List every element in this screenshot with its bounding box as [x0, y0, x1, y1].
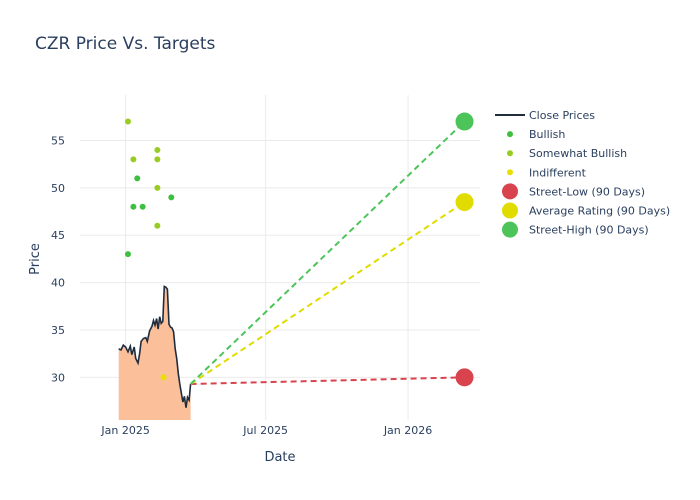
price-area [118, 286, 191, 420]
x-tick-label: Jan 2026 [383, 424, 432, 437]
legend-label: Indifferent [529, 166, 587, 179]
legend: Close Prices Bullish Somewhat Bullish Indif… [495, 109, 670, 238]
legend-swatch [507, 169, 513, 176]
y-tick-label: 50 [51, 182, 65, 195]
rating-point [124, 251, 131, 258]
target-point [455, 112, 474, 131]
rating-point [124, 118, 131, 125]
series-markers [124, 112, 474, 387]
rating-point [154, 222, 161, 229]
legend-swatch [507, 150, 513, 157]
y-tick-label: 30 [51, 371, 65, 384]
legend-swatch [502, 202, 518, 219]
close-price-line [118, 285, 192, 408]
legend-label: Average Rating (90 Days) [529, 205, 670, 218]
y-axis-ticks: 30 35 40 45 50 55 [51, 134, 65, 384]
x-tick-label: Jan 2025 [100, 424, 149, 437]
target-line [190, 201, 466, 385]
target-line [190, 376, 465, 385]
x-axis-ticks: Jan 2025 Jul 2025 Jan 2026 [100, 424, 432, 437]
rating-point [168, 194, 175, 201]
y-tick-label: 55 [51, 134, 65, 147]
rating-point [130, 203, 137, 210]
close-price-area [118, 286, 191, 420]
x-tick-label: Jul 2025 [242, 424, 288, 437]
legend-swatch [502, 183, 518, 200]
legend-label: Bullish [529, 128, 565, 141]
rating-point [130, 156, 137, 163]
rating-point [154, 184, 161, 191]
target-line [189, 120, 466, 385]
y-tick-label: 35 [51, 324, 65, 337]
target-point [455, 368, 474, 387]
y-axis-title: Price [28, 243, 43, 275]
legend-label: Somewhat Bullish [529, 147, 627, 160]
chart-title: CZR Price Vs. Targets [35, 34, 216, 54]
target-point [455, 193, 474, 212]
y-tick-label: 40 [51, 277, 65, 290]
legend-label: Street-Low (90 Days) [529, 185, 645, 198]
legend-label: Street-High (90 Days) [529, 224, 649, 237]
x-axis-title: Date [264, 450, 295, 465]
rating-point [154, 146, 161, 153]
legend-label: Close Prices [529, 109, 595, 122]
legend-swatch [502, 221, 518, 238]
rating-point [134, 175, 141, 182]
y-tick-label: 45 [51, 229, 65, 242]
legend-swatch [507, 131, 513, 138]
rating-point [160, 374, 167, 381]
rating-point [139, 203, 146, 210]
rating-point [154, 156, 161, 163]
series-lines [118, 120, 466, 408]
